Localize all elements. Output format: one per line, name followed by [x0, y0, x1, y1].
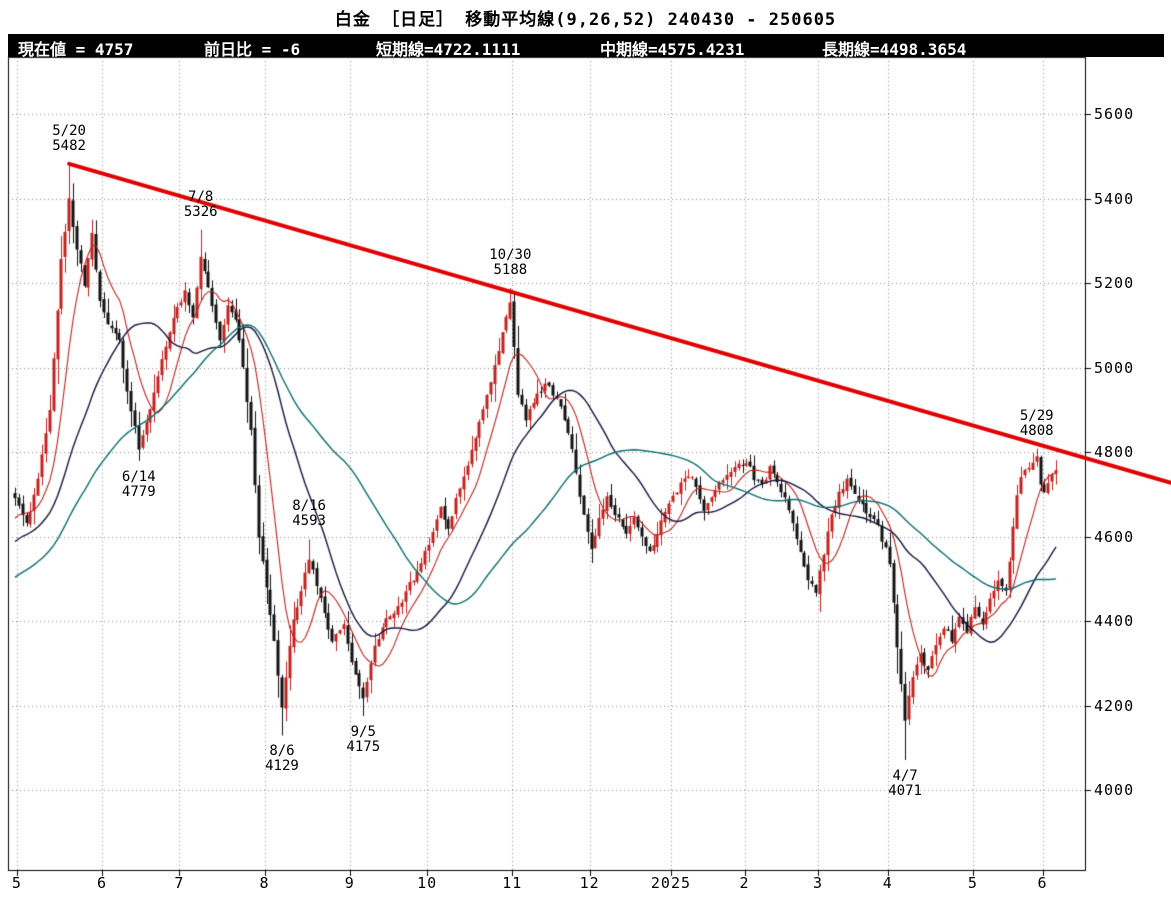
annotation-date: 4/7 — [892, 768, 918, 784]
annotation-8-6: 8/6 4129 — [250, 744, 314, 774]
y-axis-label: 4000 — [1094, 781, 1135, 799]
annotation-date: 9/5 — [350, 724, 376, 741]
y-axis-label: 4800 — [1094, 443, 1135, 461]
annotation-4-7: 4/7 4071 — [873, 769, 937, 799]
annotation-date: 5/20 — [52, 122, 86, 139]
annotation-price: 4593 — [292, 513, 326, 530]
annotation-date: 10/30 — [489, 247, 532, 264]
y-axis-label: 5200 — [1094, 274, 1135, 292]
annotation-price: 4779 — [121, 483, 156, 500]
y-axis-label: 4600 — [1094, 527, 1135, 546]
change-text: 前日比 = -6 — [204, 40, 301, 59]
x-axis-label: 2025 — [650, 874, 692, 892]
annotation-5-20: 5/20 5482 — [37, 122, 101, 154]
annotation-price: 4808 — [1019, 422, 1054, 439]
annotation-date: 7/8 — [188, 188, 214, 205]
y-axis-label: 4200 — [1094, 696, 1135, 715]
mid-ma-text: 中期線=4575.4231 — [600, 40, 745, 59]
x-axis-label: 2 — [739, 874, 750, 892]
annotation-price: 5482 — [52, 137, 86, 154]
x-axis-label: 6 — [97, 874, 108, 892]
x-axis-label: 5 — [11, 874, 22, 892]
annotation-7-8: 7/8 5326 — [169, 188, 233, 220]
annotation-9-5: 9/5 4175 — [331, 725, 395, 755]
annotation-8-16: 8/16 4593 — [277, 499, 341, 529]
quote-info-bar: 現在値 = 4757 前日比 = -6 短期線=4722.1111 中期線=45… — [8, 34, 1164, 59]
x-axis-label: 6 — [1037, 874, 1048, 892]
annotation-price: 4071 — [888, 783, 922, 799]
annotation-date: 8/6 — [269, 743, 295, 760]
x-axis-label: 12 — [579, 874, 600, 892]
current-price-text: 現在値 = 4757 — [18, 40, 134, 59]
y-axis-label: 5600 — [1094, 105, 1135, 123]
short-ma-text: 短期線=4722.1111 — [376, 40, 521, 59]
x-axis-label: 8 — [259, 874, 270, 892]
annotation-price: 4129 — [265, 758, 299, 775]
annotation-date: 6/14 — [121, 468, 156, 485]
x-axis-label: 11 — [502, 874, 523, 892]
x-axis-label: 3 — [813, 874, 824, 892]
x-axis-label: 7 — [174, 874, 185, 892]
chart-title: 白金 ［日足］ 移動平均線(9,26,52) 240430 - 250605 — [334, 10, 837, 30]
y-axis-label: 4400 — [1094, 612, 1135, 630]
x-axis-label: 9 — [344, 874, 355, 892]
annotation-date: 8/16 — [292, 498, 326, 515]
annotation-6-14: 6/14 4779 — [107, 468, 171, 500]
x-axis-label: 5 — [967, 874, 978, 892]
x-axis-label: 4 — [882, 874, 893, 892]
annotation-price: 5188 — [493, 262, 528, 279]
annotation-price: 4175 — [346, 739, 381, 756]
annotation-date: 5/29 — [1019, 407, 1054, 424]
annotation-price: 5326 — [183, 203, 218, 220]
x-axis-label: 10 — [417, 874, 438, 892]
annotation-5-29: 5/29 4808 — [1005, 407, 1069, 439]
y-axis-label: 5000 — [1094, 358, 1135, 377]
long-ma-text: 長期線=4498.3654 — [822, 40, 967, 59]
y-axis-label: 5400 — [1094, 189, 1135, 208]
annotation-10-30: 10/30 5188 — [478, 248, 542, 278]
